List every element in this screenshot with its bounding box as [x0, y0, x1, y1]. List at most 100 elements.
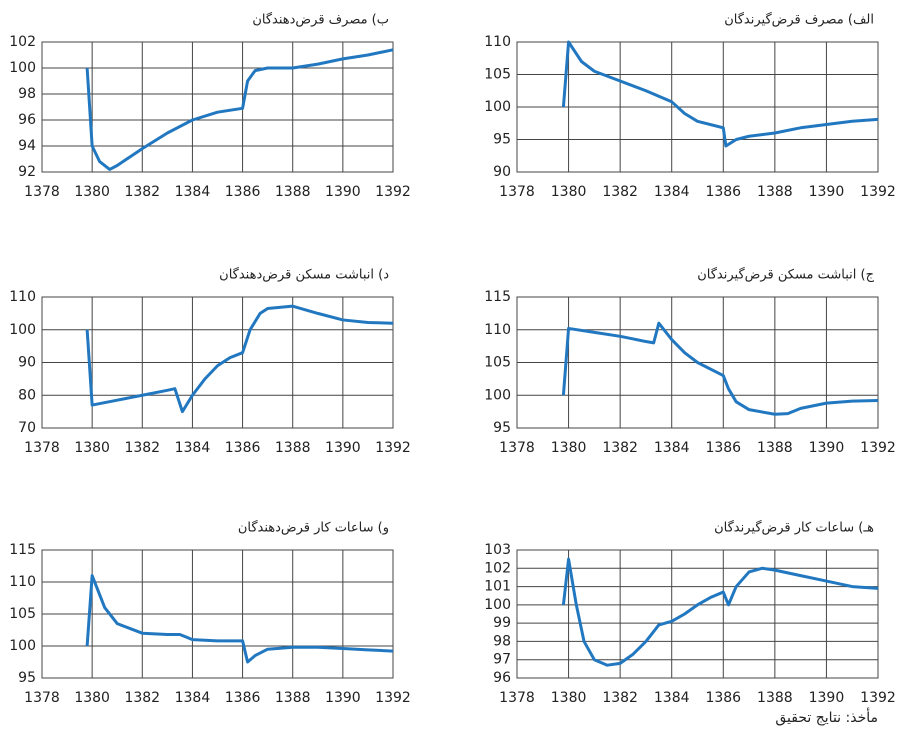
data-line	[85, 304, 394, 414]
y-tick-label: 105	[484, 355, 511, 371]
y-tick-label: 100	[484, 597, 511, 613]
y-tick-label: 90	[493, 164, 511, 180]
x-tick-label: 1384	[654, 184, 690, 200]
x-tick-label: 1388	[757, 690, 793, 706]
plot-frame	[41, 41, 394, 173]
y-tick-label: 90	[18, 355, 36, 371]
plot-frame	[41, 549, 394, 679]
x-tick-label: 1384	[175, 440, 211, 456]
y-tick-label: 102	[9, 34, 36, 50]
y-tick-label: 105	[9, 606, 36, 622]
chart-title: هـ) ساعات کار قرض‌گیرندگان	[714, 520, 874, 536]
x-tick-label: 1392	[375, 184, 411, 200]
x-tick-label: 1378	[24, 184, 60, 200]
y-tick-label: 110	[484, 322, 511, 338]
x-tick-label: 1388	[757, 184, 793, 200]
x-tick-label: 1378	[24, 440, 60, 456]
y-tick-label: 94	[18, 138, 36, 154]
x-tick-label: 1390	[809, 440, 845, 456]
x-tick-label: 1386	[705, 690, 741, 706]
x-tick-label: 1378	[499, 690, 535, 706]
plot-frame	[516, 296, 879, 429]
x-tick-label: 1378	[24, 690, 60, 706]
y-tick-label: 105	[484, 67, 511, 83]
data-line	[85, 574, 394, 664]
x-tick-label: 1380	[551, 690, 587, 706]
chart-title: الف) مصرف قرض‌گیرندگان	[724, 12, 874, 28]
x-tick-label: 1388	[275, 690, 311, 706]
plot-frame	[516, 41, 879, 173]
x-tick-label: 1382	[602, 440, 638, 456]
x-tick-label: 1388	[757, 440, 793, 456]
chart-title: و) ساعات کار قرض‌دهندگان	[238, 520, 389, 536]
x-tick-label: 1382	[124, 440, 160, 456]
x-tick-label: 1384	[654, 690, 690, 706]
y-tick-label: 96	[493, 670, 511, 686]
x-tick-label: 1388	[275, 184, 311, 200]
plot-frame	[516, 549, 879, 679]
x-tick-label: 1392	[375, 440, 411, 456]
x-tick-label: 1382	[602, 690, 638, 706]
y-tick-label: 101	[484, 579, 511, 595]
y-tick-label: 100	[484, 387, 511, 403]
y-tick-label: 99	[493, 615, 511, 631]
x-tick-label: 1380	[551, 440, 587, 456]
x-tick-label: 1384	[654, 440, 690, 456]
x-tick-label: 1386	[225, 440, 261, 456]
y-tick-label: 98	[493, 633, 511, 649]
x-tick-label: 1390	[325, 184, 361, 200]
x-tick-label: 1386	[705, 440, 741, 456]
y-tick-label: 115	[9, 542, 36, 558]
x-tick-label: 1386	[225, 690, 261, 706]
y-tick-label: 80	[18, 387, 36, 403]
chart-title: ب) مصرف قرض‌دهندگان	[252, 12, 389, 28]
x-tick-label: 1390	[325, 440, 361, 456]
y-tick-label: 102	[484, 560, 511, 576]
x-tick-label: 1384	[175, 690, 211, 706]
y-tick-label: 98	[18, 86, 36, 102]
y-tick-label: 103	[484, 542, 511, 558]
y-tick-label: 100	[9, 322, 36, 338]
x-tick-label: 1392	[860, 690, 896, 706]
x-tick-label: 1382	[124, 690, 160, 706]
x-tick-label: 1390	[325, 690, 361, 706]
x-tick-label: 1380	[74, 184, 110, 200]
data-line	[561, 321, 879, 416]
data-line	[561, 557, 879, 667]
chart-title: د) انباشت مسکن قرض‌دهندگان	[219, 267, 389, 283]
x-tick-label: 1378	[499, 184, 535, 200]
y-tick-label: 100	[484, 99, 511, 115]
x-tick-label: 1390	[809, 184, 845, 200]
x-tick-label: 1384	[175, 184, 211, 200]
x-tick-label: 1380	[74, 690, 110, 706]
x-tick-label: 1390	[809, 690, 845, 706]
x-tick-label: 1392	[860, 440, 896, 456]
plot-frame	[41, 296, 394, 429]
y-tick-label: 96	[18, 112, 36, 128]
x-tick-label: 1378	[499, 440, 535, 456]
y-tick-label: 110	[9, 574, 36, 590]
y-tick-label: 70	[18, 420, 36, 436]
data-line	[85, 48, 394, 171]
x-tick-label: 1380	[74, 440, 110, 456]
y-tick-label: 100	[9, 638, 36, 654]
x-tick-label: 1380	[551, 184, 587, 200]
y-tick-label: 100	[9, 60, 36, 76]
data-line	[561, 40, 879, 148]
y-tick-label: 110	[484, 34, 511, 50]
x-tick-label: 1382	[124, 184, 160, 200]
y-tick-label: 95	[493, 420, 511, 436]
y-tick-label: 92	[18, 164, 36, 180]
source-note: مأخذ: نتایج تحقیق	[775, 707, 878, 726]
y-tick-label: 97	[493, 652, 511, 668]
x-tick-label: 1392	[375, 690, 411, 706]
x-tick-label: 1386	[705, 184, 741, 200]
y-tick-label: 115	[484, 289, 511, 305]
x-tick-label: 1382	[602, 184, 638, 200]
x-tick-label: 1392	[860, 184, 896, 200]
chart-title: ج) انباشت مسکن قرض‌گیرندگان	[697, 267, 874, 283]
y-tick-label: 95	[18, 670, 36, 686]
y-tick-label: 110	[9, 289, 36, 305]
x-tick-label: 1386	[225, 184, 261, 200]
